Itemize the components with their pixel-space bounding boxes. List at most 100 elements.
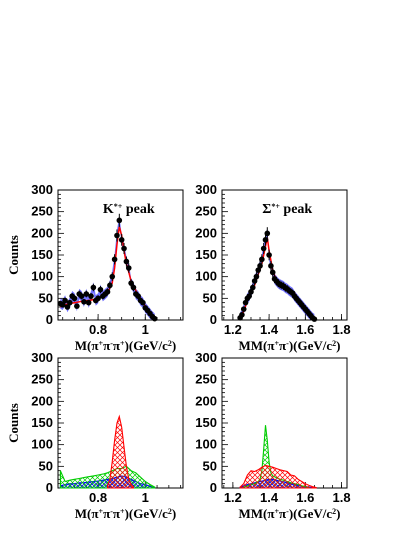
- y-tick-label: 200: [31, 225, 53, 240]
- x-tick-label: 0.8: [89, 322, 107, 337]
- peak-annotation-part: peak: [122, 202, 155, 217]
- red-histogram: [106, 414, 135, 489]
- data-point: [140, 299, 146, 306]
- data-point: [114, 232, 120, 239]
- plot-frame: [221, 357, 348, 489]
- x-axis-label-part: π: [91, 338, 98, 353]
- x-axis-label: M(π+π-π+)(GeV/c2): [75, 506, 176, 521]
- x-axis-label-part: +: [120, 339, 125, 348]
- y-tick-label: 250: [195, 372, 217, 387]
- x-tick-label: 0.8: [89, 490, 107, 505]
- data-point: [111, 256, 118, 263]
- x-axis-label-part: )(GeV/c: [289, 506, 333, 521]
- y-tick-label: 150: [195, 415, 217, 430]
- y-tick-label: 300: [195, 182, 217, 197]
- x-axis-label-part: +: [99, 507, 104, 516]
- data-point: [311, 316, 318, 322]
- x-axis-label-part: π: [91, 506, 98, 521]
- data-point: [118, 237, 125, 243]
- red-histogram: [239, 464, 317, 489]
- data-point: [66, 299, 73, 306]
- y-tick-label: 200: [195, 225, 217, 240]
- data-point: [128, 280, 134, 286]
- y-tick-label: 100: [31, 437, 53, 452]
- y-tick-label: 100: [195, 269, 217, 284]
- y-tick-label: 300: [31, 182, 53, 197]
- data-point: [59, 302, 66, 308]
- data-point: [88, 293, 94, 299]
- x-axis-label-part: )(GeV/c: [289, 338, 333, 353]
- x-axis-label-part: π: [103, 338, 110, 353]
- x-axis-label: MM(π+π-)(GeV/c2): [238, 338, 340, 353]
- peak-annotation-part: K: [103, 202, 114, 217]
- x-axis-label-part: 2: [332, 339, 336, 348]
- x-tick-label: 1.2: [224, 490, 242, 505]
- x-axis-label-part: -: [110, 339, 113, 348]
- x-tick-label: 1.4: [260, 490, 279, 505]
- x-axis-label-part: π: [279, 506, 286, 521]
- x-axis-label-part: MM(: [238, 506, 267, 521]
- x-axis-label-part: π: [113, 338, 120, 353]
- x-tick-label: 1.2: [224, 322, 242, 337]
- y-tick-label: 0: [210, 312, 217, 327]
- data-point: [264, 230, 271, 237]
- y-tick-label: 150: [31, 415, 53, 430]
- x-axis-label-part: MM(: [238, 338, 267, 353]
- data-point: [253, 273, 260, 280]
- data-point: [81, 299, 87, 305]
- x-axis-label-part: +: [274, 339, 279, 348]
- y-tick-label: 50: [39, 290, 53, 305]
- x-tick-label: 1: [142, 322, 149, 337]
- x-axis-label-part: +: [274, 507, 279, 516]
- x-axis-label-part: ): [336, 506, 340, 521]
- x-tick-label: 1: [142, 490, 149, 505]
- data-point: [249, 284, 256, 291]
- data-point: [260, 245, 267, 252]
- x-axis-label-part: -: [286, 339, 289, 348]
- y-tick-label: 300: [195, 350, 217, 365]
- x-axis-label-part: -: [110, 507, 113, 516]
- y-tick-label: 0: [46, 312, 53, 327]
- y-tick-label: 50: [39, 458, 53, 473]
- data-point: [97, 286, 104, 293]
- x-axis-label-part: M(: [75, 338, 92, 353]
- data-point: [104, 289, 111, 295]
- peak-annotation-part: *+: [114, 202, 123, 211]
- y-axis-label: Counts: [6, 403, 21, 443]
- y-tick-label: 0: [210, 480, 217, 495]
- fit-curve: [60, 226, 156, 320]
- data-point: [151, 315, 158, 322]
- peak-annotation: K*+ peak: [103, 202, 155, 218]
- peak-annotation-part: peak: [280, 202, 313, 217]
- x-axis-label-part: M(: [75, 506, 92, 521]
- peak-annotation-part: *+: [271, 202, 280, 211]
- peak-annotation: Σ*+ peak: [262, 202, 312, 218]
- y-tick-label: 200: [31, 393, 53, 408]
- data-point: [240, 306, 247, 312]
- data-point: [109, 273, 116, 280]
- x-tick-label: 1.6: [296, 490, 314, 505]
- data-point: [259, 256, 265, 263]
- x-axis-label-part: 2: [168, 339, 172, 348]
- data-point: [83, 291, 90, 297]
- data-point: [130, 284, 137, 291]
- x-axis-label-part: -: [286, 507, 289, 516]
- data-point: [71, 295, 78, 302]
- x-axis-label-part: π: [267, 338, 274, 353]
- data-point: [266, 252, 272, 258]
- x-tick-label: 1.8: [333, 322, 351, 337]
- x-axis-label-part: 2: [168, 507, 172, 516]
- y-tick-label: 200: [195, 393, 217, 408]
- data-point: [95, 295, 101, 302]
- y-tick-label: 250: [195, 204, 217, 219]
- x-axis-label-part: π: [267, 506, 274, 521]
- data-point: [107, 282, 113, 289]
- data-point: [90, 284, 97, 291]
- x-axis-label: MM(π+π-)(GeV/c2): [238, 506, 340, 521]
- data-point: [268, 263, 274, 269]
- y-tick-label: 50: [203, 458, 217, 473]
- data-point: [62, 297, 68, 304]
